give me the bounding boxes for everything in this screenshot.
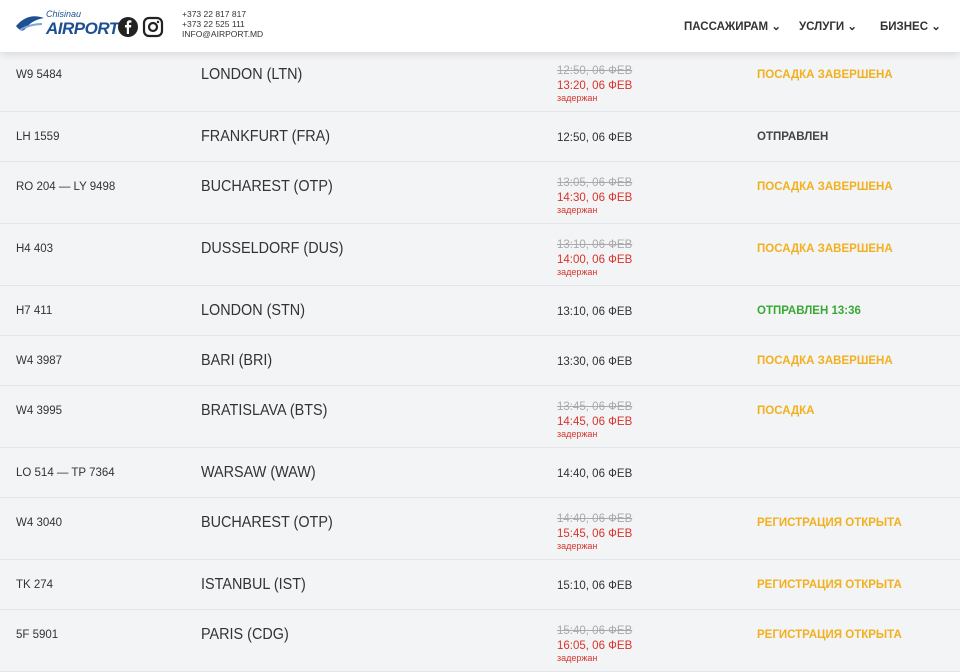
scheduled-time: 13:05, 06 ФЕВ: [557, 177, 633, 189]
destination: LONDON (LTN): [201, 66, 303, 83]
logo-subtitle: Chisinau: [46, 9, 82, 19]
flight-row[interactable]: W4 3040 BUCHAREST (OTP) 14:40, 06 ФЕВ 15:45…: [0, 498, 960, 560]
contacts: +373 22 817 817 +373 22 525 111 INFO@AIR…: [182, 9, 263, 39]
destination: BARI (BRI): [201, 352, 273, 369]
flight-row[interactable]: W4 3995 BRATISLAVA (BTS) 13:45, 06 ФЕВ 14:4…: [0, 386, 960, 448]
destination: FRANKFURT (FRA): [201, 128, 331, 145]
new-time: 14:45, 06 ФЕВ: [557, 416, 633, 428]
new-time: 14:30, 06 ФЕВ: [557, 192, 633, 204]
status: ПОСАДКА ЗАВЕРШЕНА: [757, 181, 893, 193]
flight-number: W4 3987: [16, 355, 63, 367]
delay-note: задержан: [557, 541, 598, 551]
facebook-icon[interactable]: [117, 16, 139, 38]
flight-number: H7 411: [16, 305, 53, 317]
destination: BUCHAREST (OTP): [201, 178, 333, 195]
delay-note: задержан: [557, 267, 598, 277]
delay-note: задержан: [557, 205, 598, 215]
scheduled-time: 14:40, 06 ФЕВ: [557, 513, 633, 525]
delay-note: задержан: [557, 93, 598, 103]
email[interactable]: INFO@AIRPORT.MD: [182, 29, 264, 39]
destination: PARIS (CDG): [201, 626, 289, 643]
scheduled-time: 12:50, 06 ФЕВ: [557, 65, 633, 77]
scheduled-time: 13:10, 06 ФЕВ: [557, 239, 633, 251]
new-time: 14:00, 06 ФЕВ: [557, 254, 633, 266]
status: ОТПРАВЛЕН: [757, 131, 829, 143]
nav-label: ПАССАЖИРАМ: [684, 21, 769, 33]
scheduled-time: 13:45, 06 ФЕВ: [557, 401, 633, 413]
flight-number: W4 3995: [16, 405, 63, 417]
flight-row[interactable]: LH 1559 FRANKFURT (FRA) 12:50, 06 ФЕВ ОТПРА…: [0, 112, 960, 162]
header: Chisinau AIRPORT +373 22 817 817 +373 22…: [0, 0, 960, 52]
logo-mark: [16, 16, 44, 31]
flight-list: W9 5484 LONDON (LTN) 12:50, 06 ФЕВ 13:20, 0…: [0, 50, 960, 672]
instagram-icon[interactable]: [142, 16, 164, 38]
status: ПОСАДКА ЗАВЕРШЕНА: [757, 243, 893, 255]
nav-item[interactable]: УСЛУГИ ⌄: [799, 21, 858, 33]
flight-row[interactable]: W9 5484 LONDON (LTN) 12:50, 06 ФЕВ 13:20, 0…: [0, 50, 960, 112]
flight-number: W4 3040: [16, 517, 63, 529]
scheduled-time: 12:50, 06 ФЕВ: [557, 132, 633, 144]
flight-number: 5F 5901: [16, 629, 59, 641]
nav-label: БИЗНЕС: [880, 21, 929, 33]
new-time: 13:20, 06 ФЕВ: [557, 80, 633, 92]
status: ПОСАДКА: [757, 405, 815, 417]
new-time: 15:45, 06 ФЕВ: [557, 528, 633, 540]
status: РЕГИСТРАЦИЯ ОТКРЫТА: [757, 579, 902, 591]
nav-label: УСЛУГИ: [799, 21, 845, 33]
destination: DUSSELDORF (DUS): [201, 240, 344, 257]
flight-row[interactable]: H7 411 LONDON (STN) 13:10, 06 ФЕВ ОТПРАВЛЕН…: [0, 286, 960, 336]
scheduled-time: 15:40, 06 ФЕВ: [557, 625, 633, 637]
flight-number: LO 514 — TP 7364: [16, 467, 115, 479]
nav-item[interactable]: БИЗНЕС ⌄: [880, 21, 941, 33]
new-time: 16:05, 06 ФЕВ: [557, 640, 633, 652]
status: РЕГИСТРАЦИЯ ОТКРЫТА: [757, 629, 902, 641]
flight-number: H4 403: [16, 243, 54, 255]
phone[interactable]: +373 22 525 111: [182, 19, 245, 29]
flight-row[interactable]: W4 3987 BARI (BRI) 13:30, 06 ФЕВ ПОСАДКА ЗА…: [0, 336, 960, 386]
destination: BUCHAREST (OTP): [201, 514, 333, 531]
delay-note: задержан: [557, 429, 598, 439]
destination: LONDON (STN): [201, 302, 306, 319]
destination: ISTANBUL (IST): [201, 576, 306, 593]
status: ПОСАДКА ЗАВЕРШЕНА: [757, 69, 893, 81]
delay-note: задержан: [557, 653, 598, 663]
nav-item[interactable]: ПАССАЖИРАМ ⌄: [684, 21, 781, 33]
flight-number: LH 1559: [16, 131, 60, 143]
destination: WARSAW (WAW): [201, 464, 316, 481]
scheduled-time: 15:10, 06 ФЕВ: [557, 580, 633, 592]
phone[interactable]: +373 22 817 817: [182, 9, 247, 19]
flight-number: TK 274: [16, 579, 54, 591]
status: РЕГИСТРАЦИЯ ОТКРЫТА: [757, 517, 902, 529]
flight-row[interactable]: 5F 5901 PARIS (CDG) 15:40, 06 ФЕВ 16:05, 06…: [0, 610, 960, 672]
flight-number: W9 5484: [16, 69, 63, 81]
flight-number: RO 204 — LY 9498: [16, 181, 116, 193]
status: ПОСАДКА ЗАВЕРШЕНА: [757, 355, 893, 367]
flight-row[interactable]: RO 204 — LY 9498 BUCHAREST (OTP) 13:05, 06…: [0, 162, 960, 224]
scheduled-time: 14:40, 06 ФЕВ: [557, 468, 633, 480]
scheduled-time: 13:10, 06 ФЕВ: [557, 306, 633, 318]
flight-row[interactable]: LO 514 — TP 7364 WARSAW (WAW) 14:40, 06 ФЕ…: [0, 448, 960, 498]
scheduled-time: 13:30, 06 ФЕВ: [557, 356, 633, 368]
flight-row[interactable]: H4 403 DUSSELDORF (DUS) 13:10, 06 ФЕВ 14:00…: [0, 224, 960, 286]
flight-row[interactable]: TK 274 ISTANBUL (IST) 15:10, 06 ФЕВ РЕГИСТР…: [0, 560, 960, 610]
status: ОТПРАВЛЕН 13:36: [757, 305, 861, 317]
destination: BRATISLAVA (BTS): [201, 402, 328, 419]
logo[interactable]: AIRPORT: [46, 19, 119, 38]
